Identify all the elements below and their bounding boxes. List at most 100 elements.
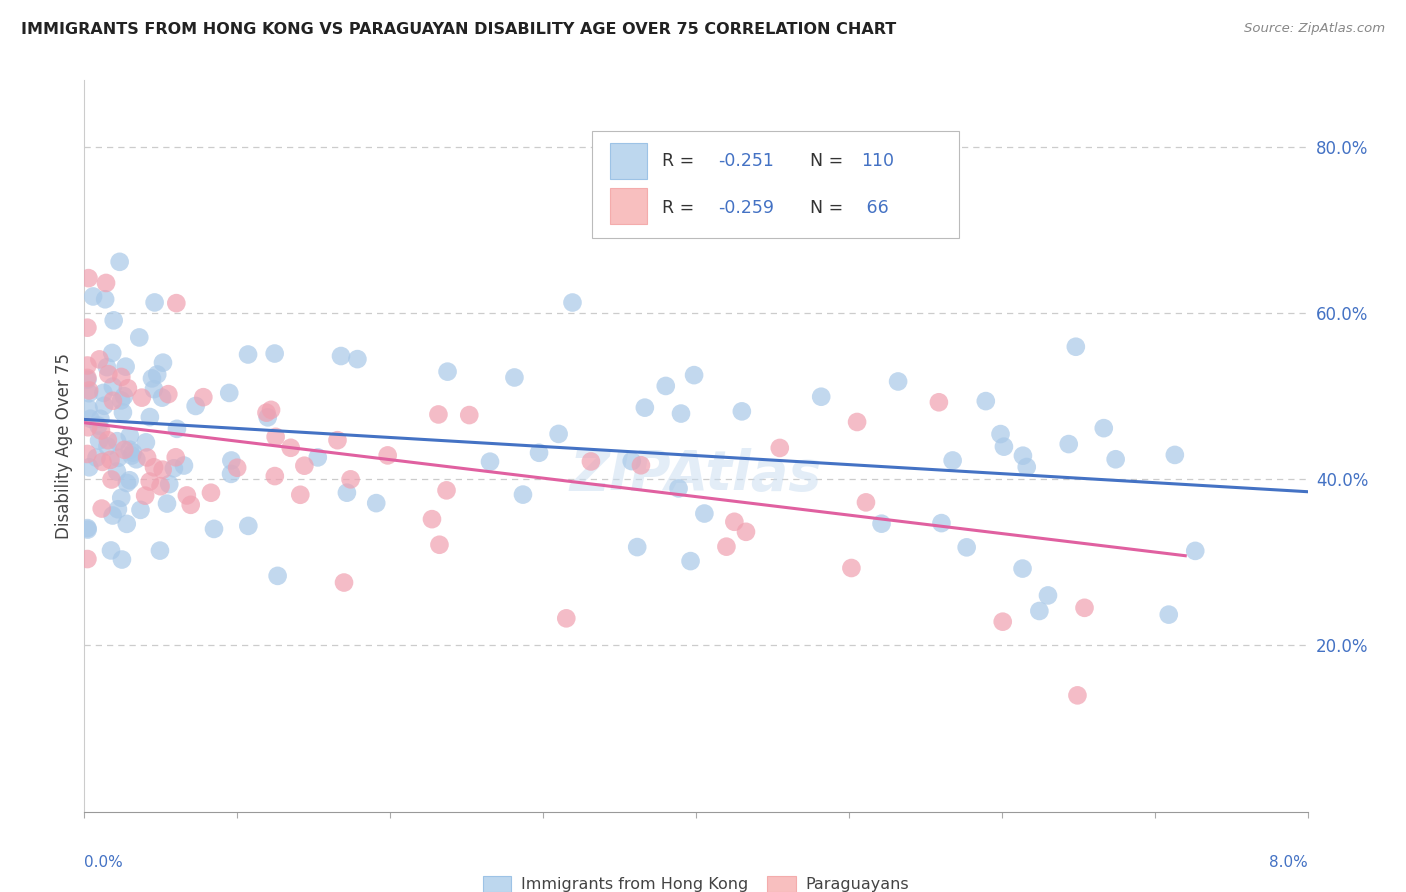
Point [1184, 544, 1206, 558]
Point [86, 450, 108, 465]
Point [110, 393, 132, 408]
Point [263, 346, 285, 360]
Point [280, 441, 302, 455]
Point [1092, 421, 1115, 435]
Point [716, 540, 738, 554]
Bar [610, 143, 647, 179]
Point [810, 390, 832, 404]
Text: 8.0%: 8.0% [1268, 855, 1308, 870]
Point [1105, 452, 1128, 467]
Point [128, 330, 150, 344]
Point [683, 368, 706, 383]
Point [105, 465, 128, 479]
Point [150, 391, 173, 405]
Point [1036, 589, 1059, 603]
Point [100, 473, 122, 487]
Point [626, 540, 648, 554]
Point [76, 447, 98, 461]
Point [336, 485, 359, 500]
Point [630, 458, 652, 473]
Point [238, 519, 260, 533]
Point [339, 472, 361, 486]
Point [112, 389, 135, 403]
Point [330, 349, 353, 363]
Point [77, 401, 100, 416]
Point [693, 507, 716, 521]
Point [157, 387, 180, 401]
Point [136, 450, 159, 465]
Text: ZIPAtlas: ZIPAtlas [569, 449, 823, 502]
Point [100, 543, 122, 558]
Point [1011, 561, 1033, 575]
Point [870, 516, 893, 531]
Point [221, 453, 243, 467]
Point [679, 554, 702, 568]
Point [79, 411, 101, 425]
Point [111, 552, 134, 566]
Point [307, 450, 329, 465]
Point [264, 430, 287, 444]
Point [93, 399, 115, 413]
Point [125, 452, 148, 467]
Point [76, 371, 98, 385]
Point [458, 408, 481, 422]
Point [89, 352, 111, 367]
Point [928, 395, 950, 409]
Point [180, 498, 202, 512]
Point [841, 561, 863, 575]
Y-axis label: Disability Age Over 75: Disability Age Over 75 [55, 353, 73, 539]
Point [1012, 449, 1035, 463]
Point [107, 450, 129, 465]
Point [366, 496, 388, 510]
Point [236, 347, 259, 361]
Point [114, 359, 136, 374]
Text: R =: R = [662, 153, 699, 170]
Point [76, 359, 98, 373]
Point [219, 467, 242, 481]
Point [115, 516, 138, 531]
Point [77, 386, 100, 401]
Text: N =: N = [810, 153, 848, 170]
Point [326, 434, 349, 448]
Point [97, 367, 120, 381]
Point [105, 434, 128, 449]
Point [90, 424, 112, 438]
Point [76, 523, 98, 537]
Point [176, 488, 198, 502]
Point [111, 405, 134, 419]
Point [118, 442, 141, 457]
Point [142, 382, 165, 396]
Point [290, 488, 312, 502]
Point [668, 482, 690, 496]
Point [931, 516, 953, 530]
Text: IMMIGRANTS FROM HONG KONG VS PARAGUAYAN DISABILITY AGE OVER 75 CORRELATION CHART: IMMIGRANTS FROM HONG KONG VS PARAGUAYAN … [21, 22, 897, 37]
Point [555, 611, 578, 625]
Point [527, 446, 550, 460]
Point [256, 410, 278, 425]
Point [101, 346, 124, 360]
Point [129, 503, 152, 517]
Text: -0.251: -0.251 [718, 153, 773, 170]
Point [97, 434, 120, 448]
Point [1164, 448, 1187, 462]
Point [149, 479, 172, 493]
Point [112, 442, 135, 457]
Point [82, 289, 104, 303]
Point [420, 512, 443, 526]
Point [96, 360, 118, 375]
Point [76, 521, 98, 535]
Point [131, 391, 153, 405]
FancyBboxPatch shape [592, 131, 959, 237]
Point [184, 399, 207, 413]
Point [77, 460, 100, 475]
Point [655, 379, 678, 393]
Bar [610, 188, 647, 225]
Point [1015, 460, 1038, 475]
Point [855, 495, 877, 509]
Point [94, 293, 117, 307]
Text: R =: R = [662, 199, 699, 217]
Point [149, 543, 172, 558]
Point [141, 371, 163, 385]
Point [1057, 437, 1080, 451]
Point [103, 313, 125, 327]
